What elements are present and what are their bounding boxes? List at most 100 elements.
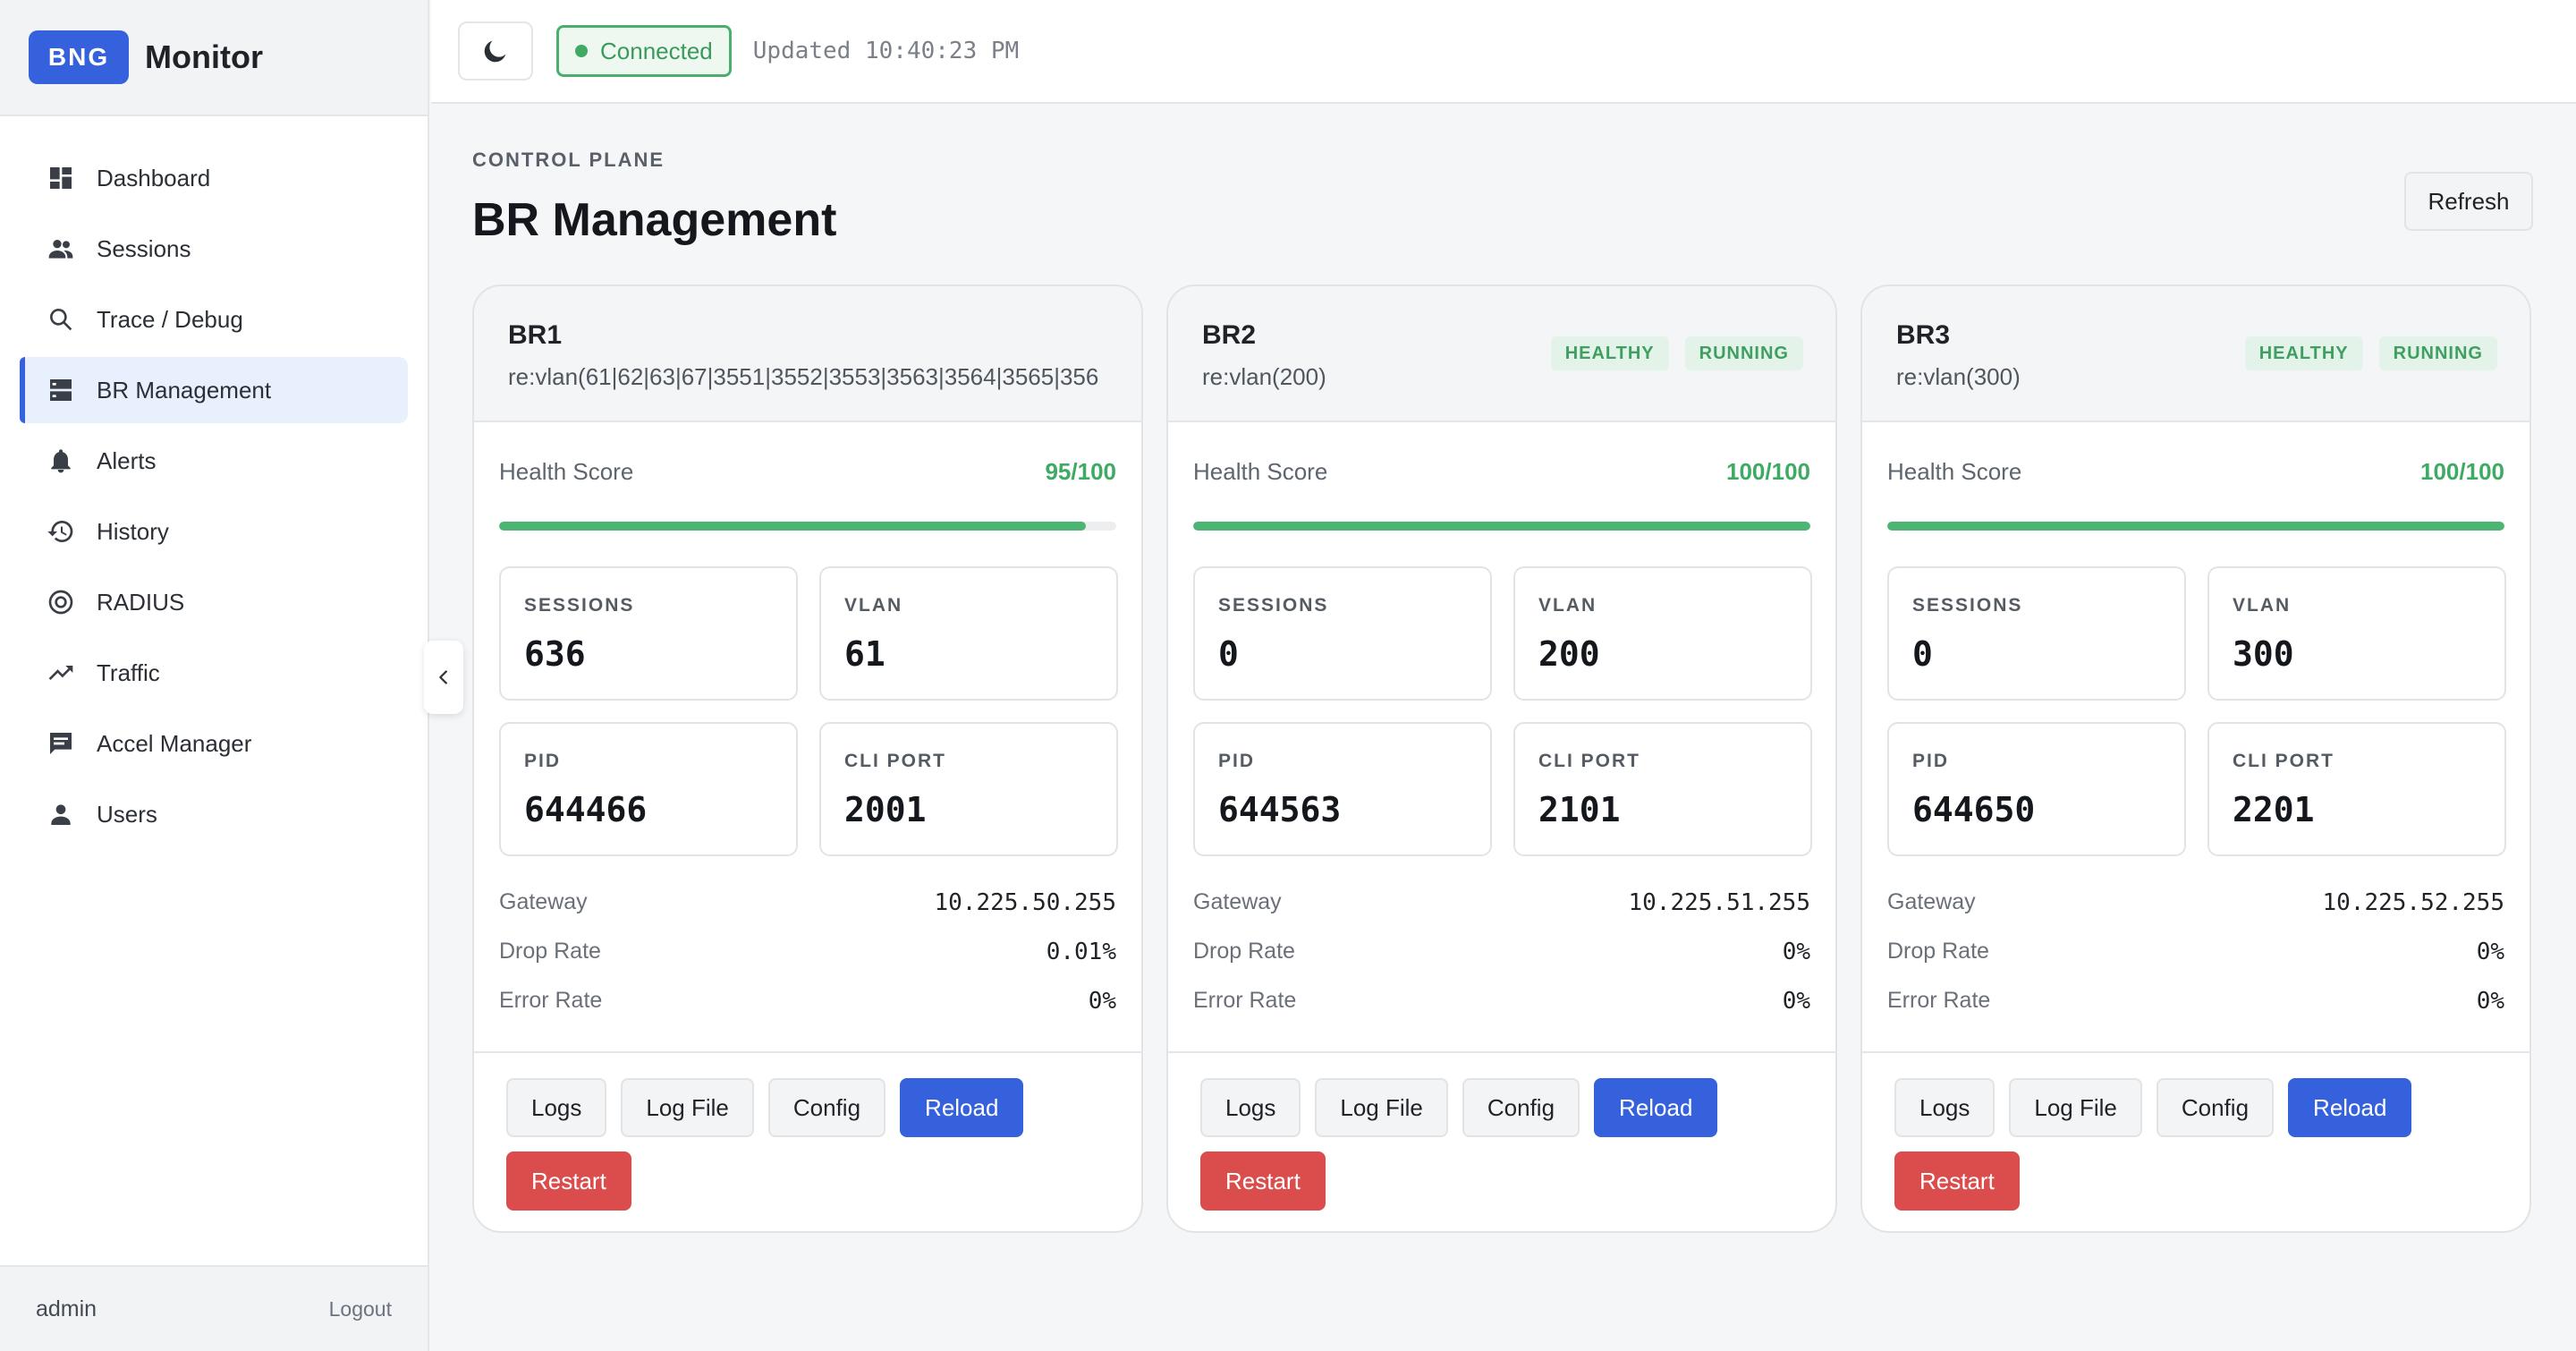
config-button[interactable]: Config (1462, 1078, 1580, 1137)
reload-button[interactable]: Reload (1594, 1078, 1718, 1137)
sidebar-item-accel-manager[interactable]: Accel Manager (20, 710, 408, 777)
stat-label: CLI PORT (2233, 751, 2334, 771)
sidebar-item-label: Users (97, 800, 157, 828)
sidebar-item-label: History (97, 517, 169, 545)
stat-value: 2101 (1538, 790, 1621, 829)
bell-icon (47, 446, 75, 475)
sidebar-header: BNG Monitor (0, 0, 428, 116)
sessions-stat: SESSIONS 636 (499, 566, 798, 701)
sidebar-item-label: Trace / Debug (97, 305, 243, 333)
collapse-sidebar-button[interactable] (424, 641, 463, 714)
search-icon (47, 305, 75, 334)
stat-label: VLAN (2233, 595, 2292, 616)
topbar: Connected Updated 10:40:23 PM (431, 0, 2576, 104)
pid-stat: PID 644563 (1193, 722, 1492, 856)
metric-value: 10.225.52.255 (2322, 888, 2505, 916)
last-updated: Updated 10:40:23 PM (752, 38, 1020, 64)
health-score-value: 95/100 (1045, 458, 1116, 485)
card-actions: Logs Log File Config Reload Restart (1862, 1051, 2529, 1211)
logs-button[interactable]: Logs (506, 1078, 607, 1137)
sidebar-item-users[interactable]: Users (20, 781, 408, 847)
connection-status-badge: Connected (556, 25, 732, 77)
sidebar-item-dashboard[interactable]: Dashboard (20, 145, 408, 211)
sidebar-item-label: Sessions (97, 234, 191, 262)
interface-pattern: re:vlan(200) (1202, 363, 1326, 390)
health-score-value: 100/100 (1726, 458, 1810, 485)
sidebar-item-history[interactable]: History (20, 498, 408, 565)
metric-value: 0.01% (1046, 938, 1116, 965)
stat-value: 0 (1912, 634, 1933, 674)
reload-button[interactable]: Reload (2288, 1078, 2412, 1137)
refresh-button[interactable]: Refresh (2404, 172, 2533, 231)
health-score-label: Health Score (1193, 458, 1328, 485)
sidebar-item-traffic[interactable]: Traffic (20, 640, 408, 706)
metric-label: Gateway (1887, 889, 1976, 914)
stat-label: SESSIONS (1912, 595, 2023, 616)
vlan-stat: VLAN 61 (819, 566, 1118, 701)
config-button[interactable]: Config (767, 1078, 886, 1137)
health-progress-bar (1887, 522, 2504, 531)
app-name: Monitor (145, 38, 263, 75)
health-score-value: 100/100 (2420, 458, 2504, 485)
restart-button[interactable]: Restart (506, 1151, 631, 1211)
metric-value: 10.225.50.255 (934, 888, 1117, 916)
error-rate-row: Error Rate 0% (1193, 976, 1810, 1025)
sidebar-item-label: BR Management (97, 376, 272, 404)
log-file-button[interactable]: Log File (1315, 1078, 1448, 1137)
status-badge: RUNNING (2378, 336, 2497, 370)
moon-icon (484, 40, 506, 63)
page-eyebrow: CONTROL PLANE (472, 149, 665, 171)
stat-label: VLAN (844, 595, 903, 616)
error-rate-row: Error Rate 0% (1887, 976, 2504, 1025)
health-progress-fill (1193, 522, 1810, 531)
metric-value: 0% (2476, 987, 2504, 1015)
stats-grid: SESSIONS 636 VLAN 61 PID 644466 CLI PORT 2001 (499, 566, 1118, 856)
br-name: BR2 (1202, 320, 1257, 350)
log-file-button[interactable]: Log File (621, 1078, 754, 1137)
sidebar: BNG Monitor Dashboard Sessions Trace / Deb… (0, 0, 429, 1351)
status-dot-icon (575, 45, 588, 57)
message-icon (47, 729, 75, 758)
sidebar-item-sessions[interactable]: Sessions (20, 216, 408, 282)
sessions-stat: SESSIONS 0 (1193, 566, 1492, 701)
drop-rate-row: Drop Rate 0.01% (499, 927, 1116, 976)
card-header: BR3 re:vlan(300) HEALTHY RUNNING (1862, 286, 2529, 422)
logs-button[interactable]: Logs (1894, 1078, 1996, 1137)
log-file-button[interactable]: Log File (2009, 1078, 2142, 1137)
sidebar-item-alerts[interactable]: Alerts (20, 428, 408, 494)
sidebar-item-br-management[interactable]: BR Management (20, 357, 408, 423)
health-progress-bar (1193, 522, 1810, 531)
sidebar-item-radius[interactable]: RADIUS (20, 569, 408, 635)
theme-toggle-button[interactable] (458, 21, 533, 81)
card-actions: Logs Log File Config Reload Restart (1168, 1051, 1835, 1211)
br-card-list: BR1 re:vlan(61|62|63|67|3551|3552|3553|35… (472, 285, 2531, 1233)
sidebar-item-label: Traffic (97, 659, 160, 686)
sidebar-footer: admin Logout (0, 1265, 428, 1351)
health-score-label: Health Score (499, 458, 634, 485)
stat-value: 644466 (524, 790, 648, 829)
card-actions: Logs Log File Config Reload Restart (474, 1051, 1141, 1211)
trending-up-icon (47, 659, 75, 687)
cli-port-stat: CLI PORT 2101 (1513, 722, 1812, 856)
error-rate-row: Error Rate 0% (499, 976, 1116, 1025)
br-card: BR2 re:vlan(200) HEALTHY RUNNING Health Scor… (1166, 285, 1837, 1233)
drop-rate-row: Drop Rate 0% (1193, 927, 1810, 976)
metrics-list: Gateway 10.225.50.255 Drop Rate 0.01% Error … (499, 878, 1116, 1025)
dashboard-icon (47, 164, 75, 192)
logs-button[interactable]: Logs (1200, 1078, 1301, 1137)
gateway-row: Gateway 10.225.50.255 (499, 878, 1116, 927)
interface-pattern: re:vlan(61|62|63|67|3551|3552|3553|3563|… (508, 363, 1099, 390)
reload-button[interactable]: Reload (900, 1078, 1024, 1137)
config-button[interactable]: Config (2156, 1078, 2275, 1137)
logout-link[interactable]: Logout (328, 1296, 392, 1321)
stat-label: SESSIONS (1218, 595, 1329, 616)
restart-button[interactable]: Restart (1894, 1151, 2020, 1211)
metric-label: Gateway (1193, 889, 1282, 914)
metric-label: Error Rate (1887, 988, 1991, 1013)
card-body: Health Score 100/100 SESSIONS 0 VLAN 200 PID 64… (1168, 458, 1835, 1025)
restart-button[interactable]: Restart (1200, 1151, 1326, 1211)
card-body: Health Score 95/100 SESSIONS 636 VLAN 61 PID 64… (474, 458, 1141, 1025)
metric-value: 0% (2476, 938, 2504, 965)
sidebar-item-trace-debug[interactable]: Trace / Debug (20, 286, 408, 353)
metric-label: Error Rate (499, 988, 603, 1013)
